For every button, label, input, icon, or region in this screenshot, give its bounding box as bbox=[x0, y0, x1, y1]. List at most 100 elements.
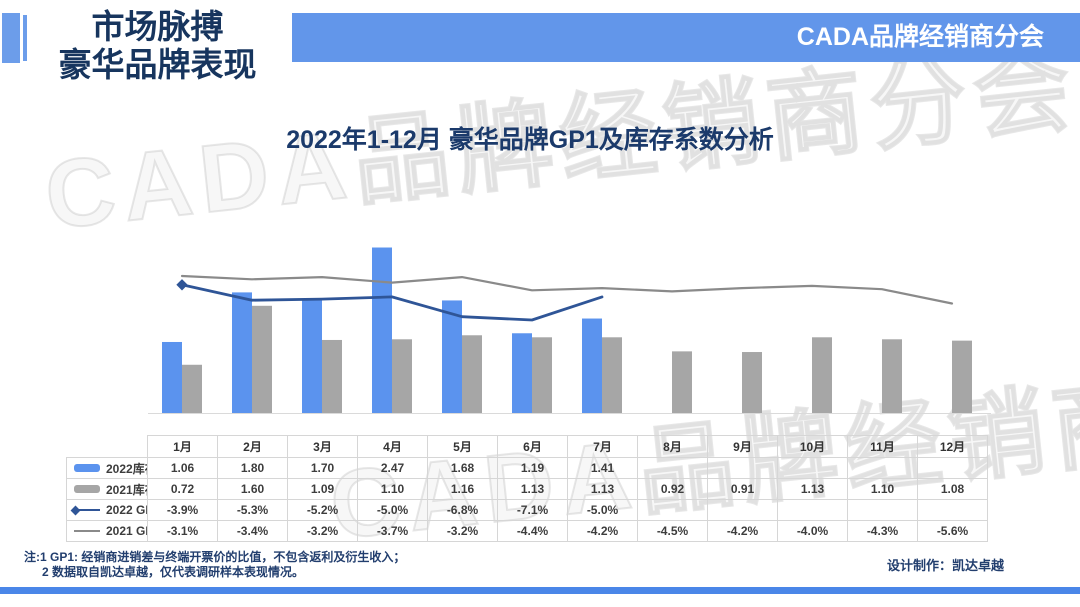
table-cell-2022库存-9月 bbox=[707, 457, 778, 479]
table-cell-2021库存-11月: 1.10 bbox=[847, 478, 918, 500]
legend-cell-2021库存: 2021库存 bbox=[66, 478, 148, 500]
legend-label: 2022库存 bbox=[106, 461, 147, 476]
page-title-line1: 市场脉搏 bbox=[91, 8, 224, 45]
footnote-line1: 注:1 GP1: 经销商进销差与终端开票价的比值，不包含返利及衍生收入； bbox=[24, 550, 406, 564]
legend-cell-2021 GP1: 2021 GP1 bbox=[66, 520, 148, 542]
table-cell-2021 GP1-3月: -3.2% bbox=[287, 520, 358, 542]
legend-diamond-marker-icon bbox=[70, 505, 81, 515]
table-header-6月: 6月 bbox=[497, 435, 568, 458]
footnote-line2: 2 数据取自凯达卓越，仅代表调研样本表现情况。 bbox=[42, 565, 305, 579]
table-row-2021 GP1: 2021 GP1-3.1%-3.4%-3.2%-3.7%-3.2%-4.4%-4… bbox=[66, 520, 988, 542]
bar-2021库存-10月 bbox=[812, 337, 832, 413]
table-cell-2021 GP1-10月: -4.0% bbox=[777, 520, 848, 542]
header-accent-bar-thin bbox=[23, 15, 27, 61]
header-accent-bar bbox=[2, 13, 20, 63]
table-cell-2021库存-10月: 1.13 bbox=[777, 478, 848, 500]
table-cell-2022库存-11月 bbox=[847, 457, 918, 479]
table-header-1月: 1月 bbox=[147, 435, 218, 458]
bar-2021库存-11月 bbox=[882, 339, 902, 413]
bar-2022库存-4月 bbox=[372, 247, 392, 413]
bar-2021库存-6月 bbox=[532, 337, 552, 413]
table-cell-2022库存-6月: 1.19 bbox=[497, 457, 568, 479]
bar-2022库存-6月 bbox=[512, 333, 532, 413]
table-cell-2021库存-2月: 1.60 bbox=[217, 478, 288, 500]
table-cell-2021 GP1-9月: -4.2% bbox=[707, 520, 778, 542]
data-table: 1月2月3月4月5月6月7月8月9月10月11月12月2022库存1.061.8… bbox=[66, 435, 988, 542]
table-header-9月: 9月 bbox=[707, 435, 778, 458]
table-cell-2021库存-9月: 0.91 bbox=[707, 478, 778, 500]
table-cell-2021 GP1-12月: -5.6% bbox=[917, 520, 988, 542]
table-row-2022库存: 2022库存1.061.801.702.471.681.191.41 bbox=[66, 457, 988, 479]
table-cell-2021库存-12月: 1.08 bbox=[917, 478, 988, 500]
table-corner-cell bbox=[66, 435, 148, 458]
table-cell-2022 GP1-12月 bbox=[917, 499, 988, 521]
bar-2021库存-4月 bbox=[392, 339, 412, 413]
table-cell-2022库存-5月: 1.68 bbox=[427, 457, 498, 479]
bar-2021库存-12月 bbox=[952, 340, 972, 413]
legend-label: 2021 GP1 bbox=[106, 524, 147, 538]
table-cell-2022库存-1月: 1.06 bbox=[147, 457, 218, 479]
table-cell-2022库存-8月 bbox=[637, 457, 708, 479]
line-2022 GP1 bbox=[180, 283, 604, 322]
bar-2021库存-3月 bbox=[322, 339, 342, 413]
table-cell-2022 GP1-5月: -6.8% bbox=[427, 499, 498, 521]
table-cell-2021库存-7月: 1.13 bbox=[567, 478, 638, 500]
table-cell-2021库存-3月: 1.09 bbox=[287, 478, 358, 500]
chart-title: 2022年1-12月 豪华品牌GP1及库存系数分析 bbox=[286, 126, 774, 154]
table-cell-2022库存-12月 bbox=[917, 457, 988, 479]
table-cell-2022 GP1-9月 bbox=[707, 499, 778, 521]
table-cell-2021 GP1-11月: -4.3% bbox=[847, 520, 918, 542]
legend-label: 2021库存 bbox=[106, 482, 147, 497]
table-cell-2021 GP1-8月: -4.5% bbox=[637, 520, 708, 542]
legend-bar-swatch-icon bbox=[74, 464, 100, 472]
table-cell-2021 GP1-1月: -3.1% bbox=[147, 520, 218, 542]
banner-text: CADA品牌经销商分会 bbox=[796, 23, 1044, 51]
bar-2021库存-8月 bbox=[672, 351, 692, 413]
bar-2021库存-2月 bbox=[252, 305, 272, 413]
bar-2021库存-5月 bbox=[462, 335, 482, 413]
table-cell-2021 GP1-6月: -4.4% bbox=[497, 520, 568, 542]
table-cell-2021 GP1-4月: -3.7% bbox=[357, 520, 428, 542]
table-cell-2021库存-4月: 1.10 bbox=[357, 478, 428, 500]
table-cell-2021 GP1-5月: -3.2% bbox=[427, 520, 498, 542]
table-cell-2022 GP1-10月 bbox=[777, 499, 848, 521]
table-header-8月: 8月 bbox=[637, 435, 708, 458]
table-cell-2022 GP1-8月 bbox=[637, 499, 708, 521]
header-banner: CADA品牌经销商分会 bbox=[292, 13, 1080, 62]
table-header-12月: 12月 bbox=[917, 435, 988, 458]
bar-2022库存-3月 bbox=[302, 299, 322, 413]
table-cell-2022 GP1-11月 bbox=[847, 499, 918, 521]
bar-2022库存-1月 bbox=[162, 341, 182, 413]
table-cell-2022库存-7月: 1.41 bbox=[567, 457, 638, 479]
table-cell-2021库存-8月: 0.92 bbox=[637, 478, 708, 500]
page-title-line2: 豪华品牌表现 bbox=[58, 46, 257, 83]
table-cell-2022 GP1-6月: -7.1% bbox=[497, 499, 568, 521]
table-header-3月: 3月 bbox=[287, 435, 358, 458]
table-cell-2022 GP1-4月: -5.0% bbox=[357, 499, 428, 521]
table-cell-2022 GP1-7月: -5.0% bbox=[567, 499, 638, 521]
table-header-5月: 5月 bbox=[427, 435, 498, 458]
table-header-10月: 10月 bbox=[777, 435, 848, 458]
table-cell-2021库存-5月: 1.16 bbox=[427, 478, 498, 500]
table-cell-2022库存-10月 bbox=[777, 457, 848, 479]
legend-bar-swatch-icon bbox=[74, 485, 100, 493]
bar-2021库存-7月 bbox=[602, 337, 622, 413]
table-header-row: 1月 2月 3月 4月 5月 6月 7月 8月 9月 10月 11月 12月 bbox=[66, 435, 988, 458]
table-cell-2022库存-3月: 1.70 bbox=[287, 457, 358, 479]
credit-text: 设计制作：凯达卓越 bbox=[886, 558, 1004, 573]
table-header-2月: 2月 bbox=[217, 435, 288, 458]
table-cell-2022 GP1-1月: -3.9% bbox=[147, 499, 218, 521]
legend-cell-2022 GP1: 2022 GP1 bbox=[66, 499, 148, 521]
table-cell-2022 GP1-3月: -5.2% bbox=[287, 499, 358, 521]
legend-line-swatch-icon bbox=[70, 505, 100, 515]
bar-2022库存-2月 bbox=[232, 292, 252, 413]
footer-bar bbox=[0, 587, 1080, 594]
page-title: 市场脉搏 豪华品牌表现 bbox=[30, 8, 285, 84]
table-cell-2022 GP1-2月: -5.3% bbox=[217, 499, 288, 521]
table-row-2021库存: 2021库存0.721.601.091.101.161.131.130.920.… bbox=[66, 478, 988, 500]
legend-line-swatch-icon bbox=[74, 527, 100, 536]
table-cell-2021 GP1-7月: -4.2% bbox=[567, 520, 638, 542]
table-cell-2021库存-6月: 1.13 bbox=[497, 478, 568, 500]
